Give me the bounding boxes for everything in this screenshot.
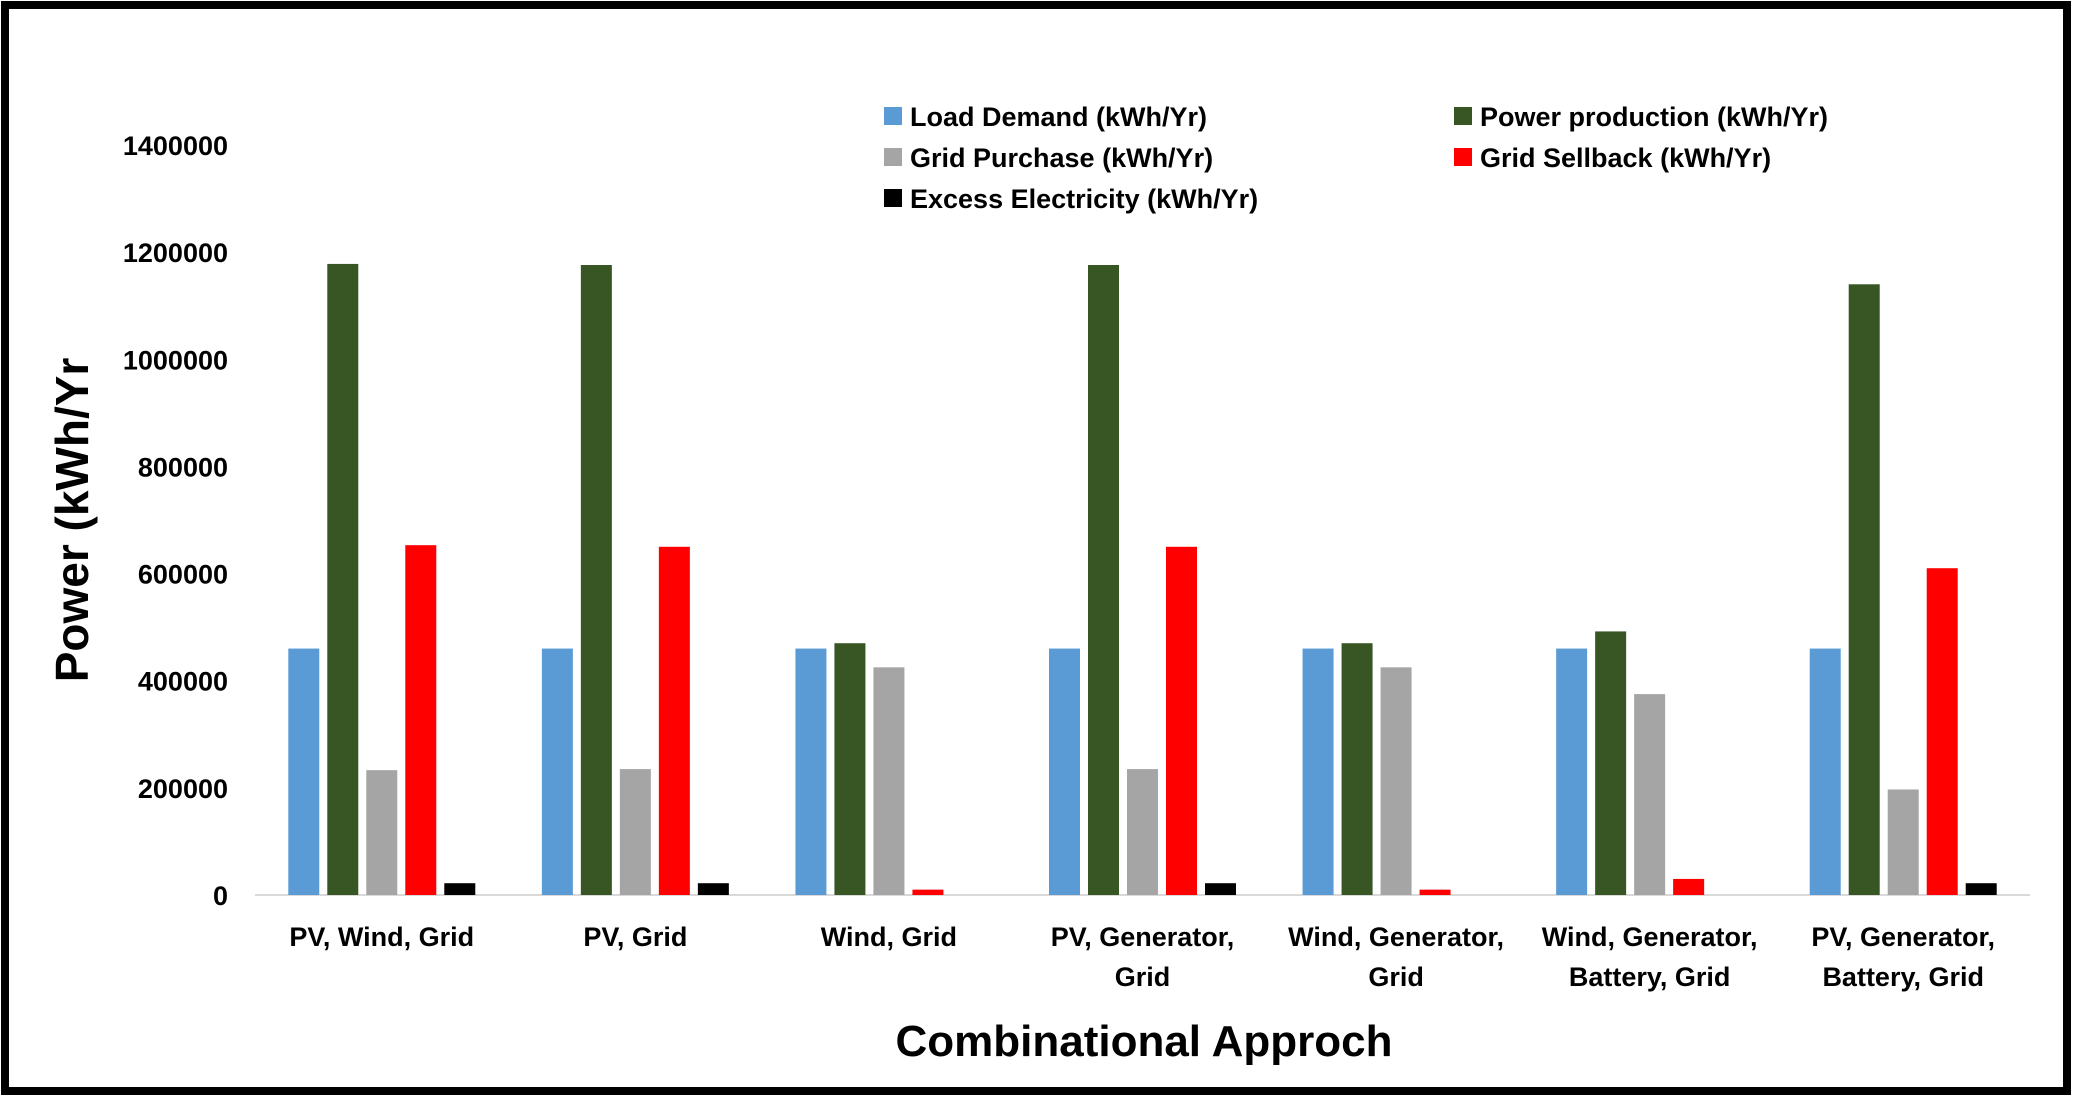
legend-swatch bbox=[884, 189, 902, 207]
bar-power-6 bbox=[1595, 631, 1627, 895]
bar-power-1 bbox=[327, 263, 359, 895]
legend-swatch bbox=[1454, 148, 1472, 166]
legend: Load Demand (kWh/Yr) Power production (kW… bbox=[884, 102, 1828, 214]
legend-label: Power production (kWh/Yr) bbox=[1480, 102, 1828, 132]
bar-grid-7 bbox=[1887, 789, 1919, 895]
y-tick-label: 400000 bbox=[138, 667, 228, 697]
y-tick-label: 800000 bbox=[138, 452, 228, 482]
y-axis-title: Power (kWh/Yr bbox=[46, 358, 98, 683]
y-tick-label: 600000 bbox=[138, 560, 228, 590]
x-tick-label: PV, Generator, bbox=[1811, 922, 1995, 952]
legend-label: Excess Electricity (kWh/Yr) bbox=[910, 184, 1258, 214]
bar-power-5 bbox=[1341, 643, 1373, 895]
x-tick-label: Wind, Generator, bbox=[1542, 922, 1758, 952]
bar-grid-7 bbox=[1926, 568, 1958, 895]
bar-load-2 bbox=[541, 648, 573, 895]
bar-power-4 bbox=[1088, 265, 1119, 895]
y-tick-label: 200000 bbox=[138, 774, 228, 804]
legend-swatch bbox=[884, 148, 902, 166]
x-tick-label: Wind, Generator, bbox=[1288, 922, 1504, 952]
bar-load-1 bbox=[288, 648, 320, 895]
bar-excess-2 bbox=[697, 883, 729, 895]
x-axis-title: Combinational Approch bbox=[895, 1017, 1392, 1066]
bar-grid-3 bbox=[873, 667, 905, 895]
x-tick-label: Grid bbox=[1115, 962, 1171, 992]
bar-power-3 bbox=[834, 643, 866, 895]
legend-label: Grid Sellback (kWh/Yr) bbox=[1480, 143, 1771, 173]
x-tick-label: Grid bbox=[1368, 962, 1424, 992]
bar-excess-4 bbox=[1205, 883, 1236, 895]
bar-grid-5 bbox=[1419, 889, 1451, 895]
bar-grid-2 bbox=[658, 546, 690, 895]
bar-excess-7 bbox=[1965, 883, 1997, 895]
bar-excess-1 bbox=[444, 883, 476, 895]
y-tick-label: 1200000 bbox=[123, 238, 228, 268]
bar-grid-1 bbox=[366, 770, 398, 895]
bar-load-5 bbox=[1302, 648, 1334, 895]
bar-power-2 bbox=[580, 265, 612, 895]
x-tick-label: Battery, Grid bbox=[1822, 962, 1984, 992]
legend-label: Grid Purchase (kWh/Yr) bbox=[910, 143, 1213, 173]
x-tick-label: Battery, Grid bbox=[1569, 962, 1731, 992]
y-tick-label: 1000000 bbox=[123, 345, 228, 375]
bar-grid-4 bbox=[1127, 769, 1158, 895]
bar-power-7 bbox=[1848, 284, 1880, 895]
bar-load-3 bbox=[795, 648, 827, 895]
bar-grid-6 bbox=[1673, 878, 1705, 895]
bar-load-6 bbox=[1556, 648, 1588, 895]
bar-load-4 bbox=[1049, 648, 1080, 895]
bar-grid-1 bbox=[405, 545, 437, 895]
x-tick-label: PV, Wind, Grid bbox=[289, 922, 474, 952]
y-tick-label: 1400000 bbox=[123, 131, 228, 161]
bar-grid-3 bbox=[912, 889, 944, 895]
bar-grid-5 bbox=[1380, 667, 1412, 895]
bar-grid-4 bbox=[1166, 546, 1197, 895]
legend-swatch bbox=[884, 107, 902, 125]
legend-swatch bbox=[1454, 107, 1472, 125]
bar-grid-2 bbox=[619, 769, 651, 895]
x-tick-label: Wind, Grid bbox=[821, 922, 957, 952]
y-tick-label: 0 bbox=[213, 881, 228, 911]
x-tick-label: PV, Grid bbox=[583, 922, 687, 952]
legend-label: Load Demand (kWh/Yr) bbox=[910, 102, 1207, 132]
bar-load-7 bbox=[1809, 648, 1841, 895]
bar-grid-6 bbox=[1634, 694, 1666, 895]
x-tick-label: PV, Generator, bbox=[1051, 922, 1235, 952]
